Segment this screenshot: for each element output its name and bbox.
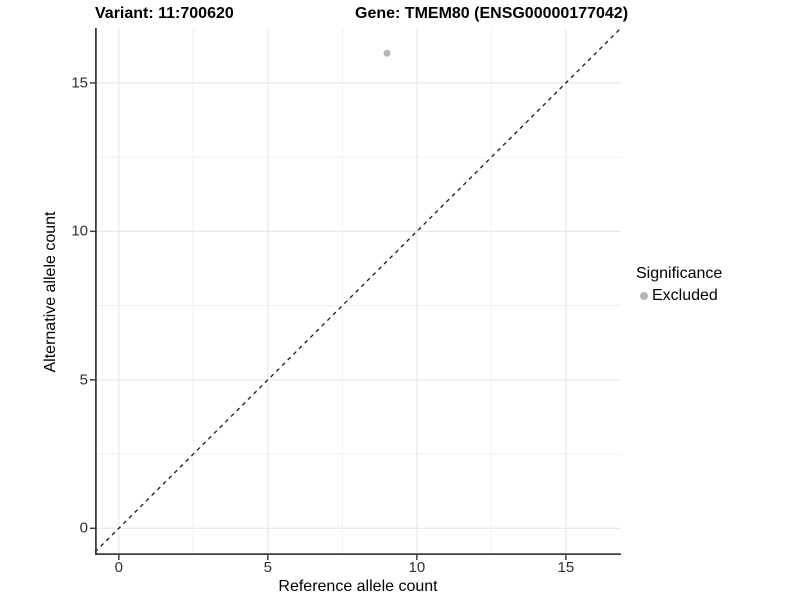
legend-point-icon <box>640 291 648 300</box>
legend-item-label: Excluded <box>652 286 718 304</box>
legend-title: Significance <box>636 265 723 282</box>
x-tick-label: 5 <box>263 559 273 576</box>
y-tick-label: 10 <box>71 222 88 240</box>
legend-item: Excluded <box>636 286 722 305</box>
legend: Significance Excluded <box>636 265 722 305</box>
x-tick-label: 0 <box>114 559 123 576</box>
plot-title-variant: Variant: 11:700620 <box>95 5 234 22</box>
x-tick-label: 15 <box>557 559 575 576</box>
x-tick-label: 10 <box>408 559 426 576</box>
y-tick-label: 5 <box>79 371 88 389</box>
data-point <box>383 49 391 57</box>
y-tick-label: 15 <box>71 74 88 92</box>
plot-title-gene: Gene: TMEM80 (ENSG00000177042) <box>355 5 629 22</box>
plot-panel <box>90 27 622 560</box>
y-tick-label: 0 <box>79 519 88 537</box>
y-axis-title: Alternative allele count <box>42 211 59 373</box>
legend-items: Excluded <box>636 286 722 305</box>
x-axis-title: Reference allele count <box>278 578 438 595</box>
identity-dashed-line <box>94 27 622 553</box>
